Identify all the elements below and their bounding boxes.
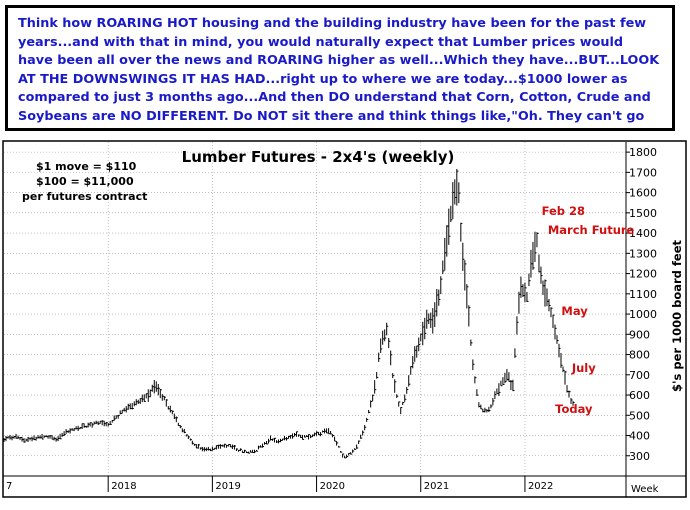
y-tick-label: 500 [629,409,650,422]
x-tick-label: 2018 [111,481,136,492]
y-tick-label: 600 [629,389,650,402]
x-tick-label: 2022 [528,481,553,492]
commentary-box: Think how ROARING HOT housing and the bu… [5,5,675,131]
x-tick-label: 2021 [424,481,449,492]
price-bars [3,169,575,459]
y-tick-label: 1400 [629,227,657,240]
y-tick-label: 1200 [629,268,657,281]
chart-frame [2,140,687,498]
y-axis-title: $'s per 1000 board feet [670,240,684,392]
annotation-label: May [561,304,588,318]
annotation-label: July [571,361,596,375]
lumber-futures-chart: 300 400 500 600 700 800 900 1000 1100 1200 1300 140… [2,140,687,498]
x-tick-label: 2020 [320,481,345,492]
y-tick-label: 800 [629,349,650,362]
y-tick-label: 1700 [629,166,657,179]
y-tick-label: 1100 [629,288,657,301]
annotations: Feb 28 March Future May July Today [542,204,635,416]
y-tick-label: 700 [629,369,650,382]
x-tick-label: 2019 [215,481,240,492]
y-tick-label: 400 [629,430,650,443]
y-tick-label: 900 [629,328,650,341]
annotation-label: Feb 28 [542,204,585,218]
chart-labels: $'s per 1000 board feet Lumber Futures - … [22,148,684,392]
y-tick-label: 1000 [629,308,657,321]
annotation-label: Today [555,402,593,416]
y-axis: 300 400 500 600 700 800 900 1000 1100 1200 1300 140… [625,142,657,497]
x-tick-label: 7 [6,481,12,492]
y-tick-label: 1500 [629,207,657,220]
y-tick-label: 1800 [629,146,657,159]
y-tick-label: 1600 [629,187,657,200]
info-line: $1 move = $110 [36,160,137,173]
x-axis: 7 2018 2019 2020 2021 2022 Week [3,475,686,495]
info-line: per futures contract [22,190,147,203]
annotation-label: March Future [548,223,635,237]
y-tick-label: 1300 [629,247,657,260]
chart-title: Lumber Futures - 2x4's (weekly) [182,148,455,166]
info-line: $100 = $11,000 [36,175,134,188]
y-tick-label: 300 [629,450,650,463]
x-axis-label: Week [631,484,659,495]
